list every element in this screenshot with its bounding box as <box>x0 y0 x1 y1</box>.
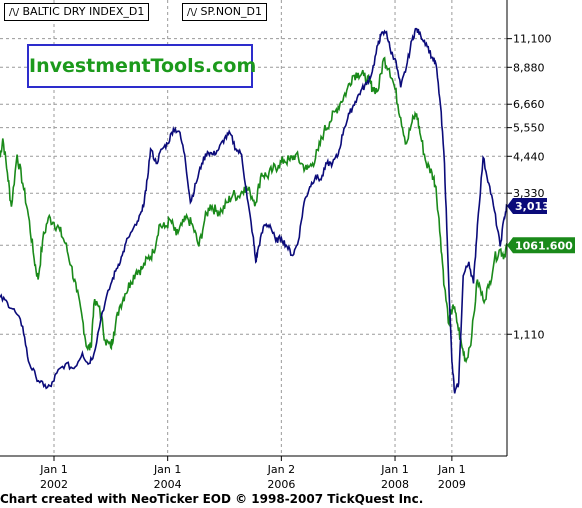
y-tick-label: 1,110 <box>513 328 545 341</box>
x-tick-label: Jan 2 <box>267 463 295 476</box>
y-tick-label: 8,880 <box>513 61 545 74</box>
spnon-last-value-label: 1061.600 <box>515 239 573 252</box>
legend-spnon: /\/ SP.NON_D1 <box>182 3 267 21</box>
x-tick-label: Jan 1 <box>39 463 67 476</box>
x-tick-label: Jan 1 <box>437 463 465 476</box>
brand-label: InvestmentTools.com <box>27 44 256 88</box>
y-tick-label: 4,440 <box>513 150 545 163</box>
spnon-series-line <box>0 56 508 364</box>
x-tick-label: 2002 <box>40 478 68 491</box>
x-tick-label: 2004 <box>154 478 182 491</box>
y-tick-label: 3,330 <box>513 187 545 200</box>
legend-baltic-label: BALTIC DRY INDEX_D1 <box>22 5 145 18</box>
x-tick-label: Jan 1 <box>153 463 181 476</box>
axes: 1,110 3,330 4,440 5,550 6,660 8,880 11,100 Jan … <box>0 0 552 491</box>
y-tick-label: 11,100 <box>513 33 552 46</box>
y-tick-label: 6,660 <box>513 98 545 111</box>
legend-baltic: /\/ BALTIC DRY INDEX_D1 <box>4 3 150 21</box>
baltic-series-line <box>0 27 508 394</box>
x-tick-label: 2006 <box>267 478 295 491</box>
x-tick-label: 2008 <box>381 478 409 491</box>
last-value-tags: 3,013 1061.600 <box>507 198 575 254</box>
x-tick-label: 2009 <box>438 478 466 491</box>
spnon-last-value-tag <box>507 237 575 254</box>
line-series-icon: /\/ <box>9 7 20 18</box>
series-layer <box>0 27 508 394</box>
legend-spnon-label: SP.NON_D1 <box>200 5 262 18</box>
footer-credit: Chart created with NeoTicker EOD © 1998-… <box>0 492 424 506</box>
baltic-last-value-tag <box>507 198 547 215</box>
baltic-last-value-label: 3,013 <box>515 200 550 213</box>
line-series-icon: /\/ <box>187 7 198 18</box>
y-tick-label: 5,550 <box>513 122 545 135</box>
x-tick-label: Jan 1 <box>380 463 408 476</box>
